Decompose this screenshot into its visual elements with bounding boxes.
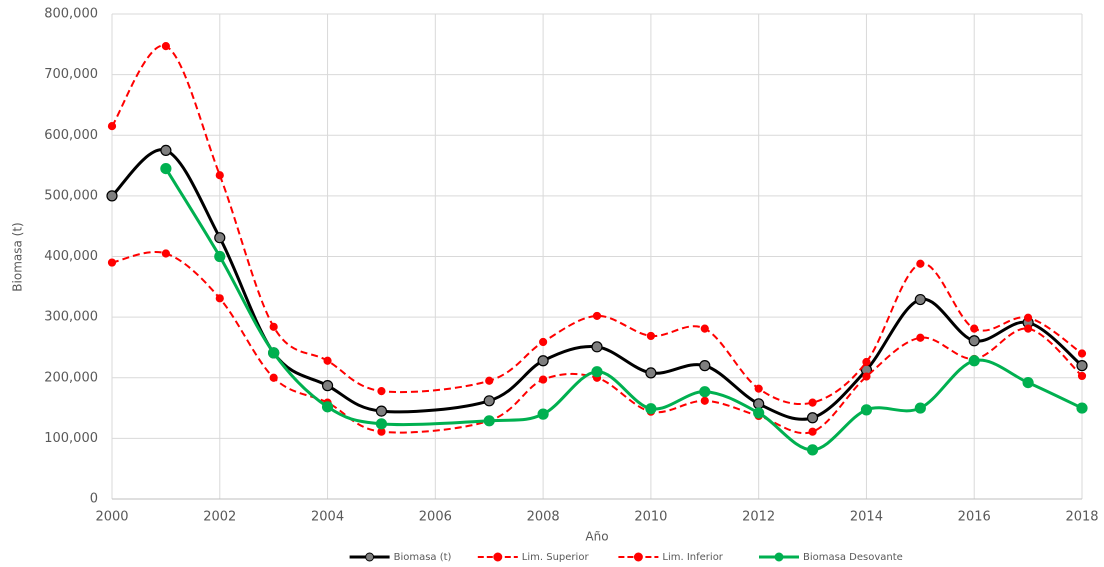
data-point [214,232,226,244]
data-point [968,335,980,347]
data-point [269,373,278,382]
data-point [862,372,871,381]
legend-marker [633,552,643,562]
data-point [375,418,388,430]
data-point [539,375,548,384]
data-point [968,355,980,367]
data-point [808,398,817,407]
data-point [1076,360,1088,372]
x-tick-label: 2002 [203,510,236,525]
data-point [268,347,280,359]
data-point [483,395,495,407]
data-point [916,259,925,268]
data-point [161,249,170,258]
data-point [1076,402,1088,414]
series-line [111,251,1083,435]
data-point [1077,349,1087,358]
y-tick-label: 0 [90,492,98,507]
data-point [1077,371,1087,381]
data-point [377,386,386,396]
data-point [161,42,170,51]
data-point [321,401,334,413]
data-point [321,380,334,392]
data-point [808,427,817,436]
data-point [1024,313,1033,322]
data-point [539,337,548,347]
data-point [914,293,926,306]
data-point [970,324,979,333]
x-tick-label: 2018 [1065,510,1098,525]
y-tick-label: 100,000 [44,431,98,446]
data-point [483,415,495,427]
data-point [591,341,603,353]
data-point [806,412,819,424]
x-tick-label: 2004 [311,510,344,525]
data-point [375,405,388,417]
legend-label: Biomasa (t) [394,552,452,563]
data-point [214,250,226,263]
data-point [914,402,926,414]
x-axis-title: Año [585,530,608,544]
y-tick-label: 200,000 [44,370,98,385]
legend-label: Lim. Inferior [662,552,723,563]
x-tick-label: 2008 [527,510,560,525]
x-tick-label: 2006 [419,510,452,525]
data-point [700,324,709,333]
data-point [215,171,224,180]
data-point [269,322,278,331]
data-point [754,384,763,393]
y-tick-label: 400,000 [44,249,98,264]
data-point [591,366,603,378]
legend-marker [774,552,784,562]
data-point [215,294,224,303]
data-point [753,407,765,419]
x-tick-label: 2016 [958,510,991,525]
legend-label: Lim. Superior [522,552,590,563]
data-point [485,376,494,385]
data-point [1022,377,1034,389]
y-tick-label: 600,000 [44,128,98,143]
data-point [323,356,332,365]
series-line [164,167,1083,452]
y-tick-label: 500,000 [44,188,98,203]
data-point [699,360,711,372]
x-tick-label: 2014 [850,510,883,525]
y-axis-title: Biomasa (t) [11,222,25,291]
legend-marker [365,552,375,562]
data-point [916,333,925,342]
data-point [107,122,117,131]
legend-label: Biomasa Desovante [803,552,903,563]
x-tick-label: 2010 [634,510,667,525]
data-point [699,386,711,398]
data-point [860,404,873,416]
legend: Biomasa (t) Lim. Superior Lim. Inferior Bio… [349,552,903,563]
y-tick-label: 700,000 [44,67,98,82]
data-point [862,357,871,367]
data-point [700,396,709,405]
data-point [806,444,819,456]
x-tick-label: 2000 [95,510,128,525]
y-tick-label: 800,000 [44,7,98,22]
data-point [645,367,657,379]
x-tick-label: 2012 [742,510,775,525]
legend-marker [493,552,503,562]
data-point [1024,324,1033,333]
data-point [160,162,172,175]
data-point [537,408,549,420]
data-point [106,190,118,202]
data-point [160,144,172,157]
data-point [537,355,549,367]
data-point [592,311,602,321]
data-point [645,403,657,415]
data-point [107,258,117,267]
y-tick-label: 300,000 [44,310,98,325]
data-point [646,331,655,341]
